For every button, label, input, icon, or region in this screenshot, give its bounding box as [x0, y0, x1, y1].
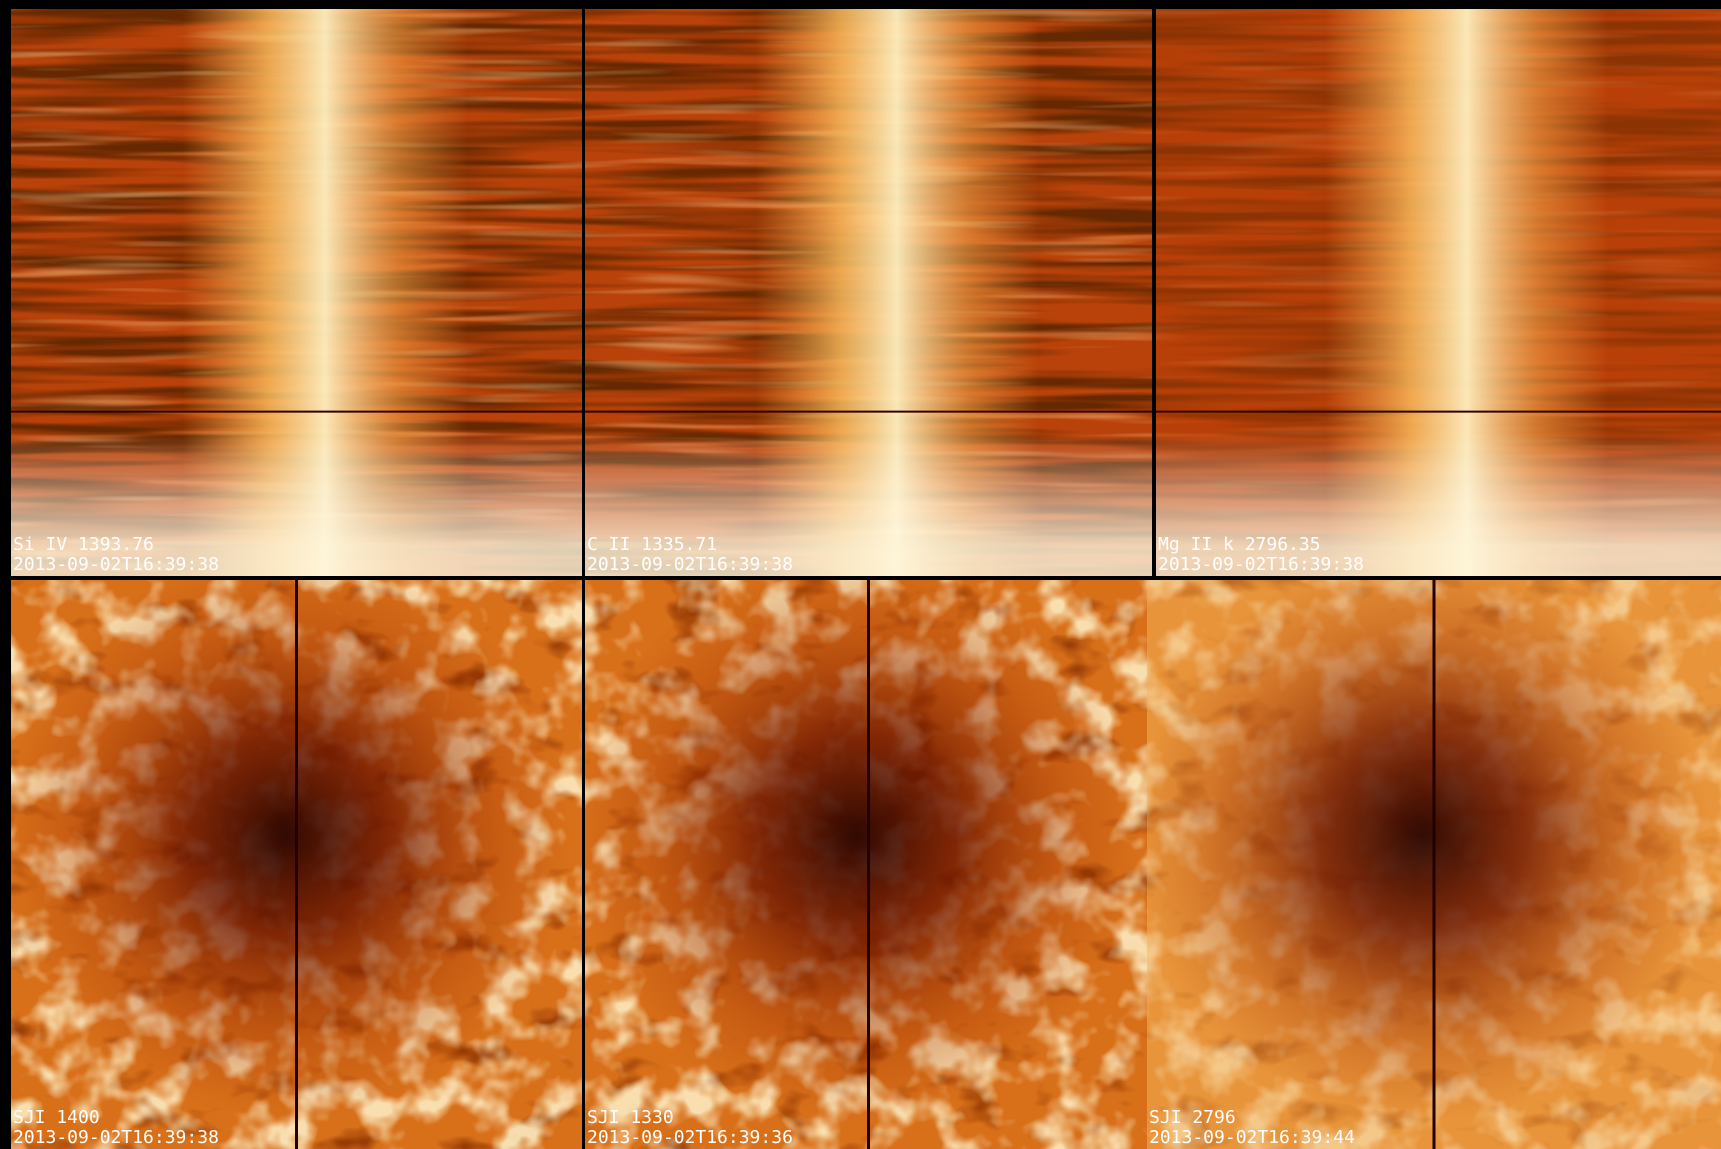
page: Si IV 1393.762013-09-02T16:39:38C II 133… [0, 0, 1721, 1149]
panel-label: C II 1335.71 [587, 534, 717, 555]
panel-label: SJI 1400 [13, 1107, 100, 1128]
emission-glow [1156, 9, 1721, 576]
panel-time: 2013-09-02T16:39:38 [13, 554, 219, 575]
panel-label: Si IV 1393.76 [13, 534, 154, 555]
panel-time: 2013-09-02T16:39:38 [13, 1127, 219, 1148]
panel-time: 2013-09-02T16:39:36 [587, 1127, 793, 1148]
panel-label: SJI 2796 [1149, 1107, 1236, 1128]
emission-glow [11, 9, 582, 576]
image-grid: Si IV 1393.762013-09-02T16:39:38C II 133… [0, 0, 1721, 1149]
panel-label: Mg II k 2796.35 [1158, 534, 1321, 555]
panel-label: SJI 1330 [587, 1107, 674, 1128]
emission-glow [585, 9, 1152, 576]
panel-time: 2013-09-02T16:39:38 [1158, 554, 1364, 575]
panel-time: 2013-09-02T16:39:44 [1149, 1127, 1355, 1148]
panel-time: 2013-09-02T16:39:38 [587, 554, 793, 575]
